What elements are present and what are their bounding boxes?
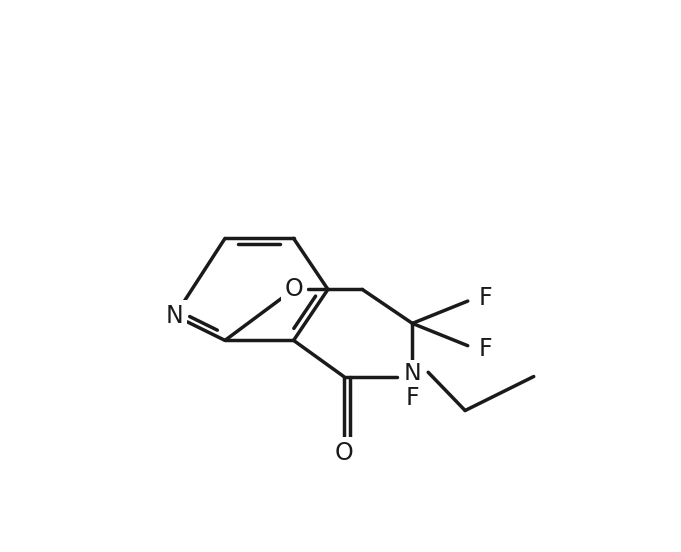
Text: N: N (166, 304, 184, 328)
Text: N: N (403, 363, 422, 386)
Text: H: H (405, 383, 420, 402)
Text: F: F (478, 337, 492, 361)
Text: O: O (334, 441, 353, 465)
Text: F: F (405, 386, 419, 410)
Text: F: F (478, 286, 492, 310)
Text: O: O (284, 278, 303, 301)
